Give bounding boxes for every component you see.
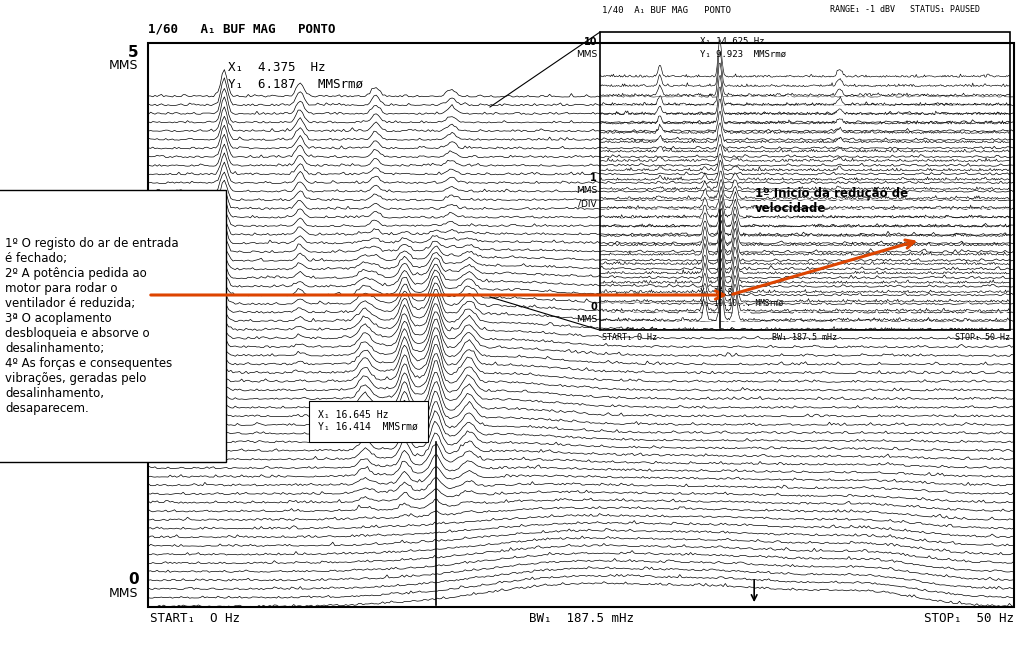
Text: X₁ 16.8...
Y₁ 19.10... MMSrmø: X₁ 16.8... Y₁ 19.10... MMSrmø bbox=[700, 288, 783, 307]
Text: STOP₁ 50 Hz: STOP₁ 50 Hz bbox=[954, 333, 1010, 342]
Text: 1: 1 bbox=[590, 173, 597, 183]
Text: BW₁ 187.5 mHz: BW₁ 187.5 mHz bbox=[772, 333, 838, 342]
Text: Y₁ 9.923  MMSrmø: Y₁ 9.923 MMSrmø bbox=[700, 50, 786, 59]
Text: BW₁  187.5 mHz: BW₁ 187.5 mHz bbox=[528, 612, 634, 625]
Text: START₁  O Hz: START₁ O Hz bbox=[151, 612, 241, 625]
Text: 0: 0 bbox=[128, 572, 138, 587]
Text: 1º O registo do ar de entrada
é fechado;
2º A potência pedida ao
motor para roda: 1º O registo do ar de entrada é fechado;… bbox=[5, 237, 178, 415]
Text: 1º Inicio da redução de
velocidade: 1º Inicio da redução de velocidade bbox=[755, 187, 908, 215]
Text: STOP₁  50 Hz: STOP₁ 50 Hz bbox=[924, 612, 1014, 625]
Text: 1/60   A₁ BUF MAG   PONTO: 1/60 A₁ BUF MAG PONTO bbox=[148, 23, 336, 35]
Text: X₁  4.375  Hz: X₁ 4.375 Hz bbox=[228, 61, 326, 74]
Text: MMS: MMS bbox=[575, 50, 597, 59]
Text: MMS: MMS bbox=[109, 59, 138, 72]
Text: MMS: MMS bbox=[575, 315, 597, 324]
Text: START₁ O Hz: START₁ O Hz bbox=[602, 333, 657, 342]
Text: X₁ 14.625 Hz: X₁ 14.625 Hz bbox=[700, 37, 765, 46]
Text: 10: 10 bbox=[584, 37, 597, 47]
Text: 5: 5 bbox=[128, 45, 138, 60]
Text: X₁ 16.645 Hz
Y₁ 16.414  MMSrmø: X₁ 16.645 Hz Y₁ 16.414 MMSrmø bbox=[318, 410, 419, 432]
Text: Y₁  6.187   MMSrmø: Y₁ 6.187 MMSrmø bbox=[228, 77, 364, 90]
Text: MMS: MMS bbox=[109, 587, 138, 600]
Text: RANGE₁ -1 dBV   STATUS₁ PAUSED: RANGE₁ -1 dBV STATUS₁ PAUSED bbox=[830, 5, 980, 14]
Text: 1/40  A₁ BUF MAG   PONTO: 1/40 A₁ BUF MAG PONTO bbox=[602, 5, 731, 14]
Text: MMS: MMS bbox=[575, 186, 597, 195]
Text: 0: 0 bbox=[590, 302, 597, 312]
Text: /DIV: /DIV bbox=[579, 199, 597, 208]
